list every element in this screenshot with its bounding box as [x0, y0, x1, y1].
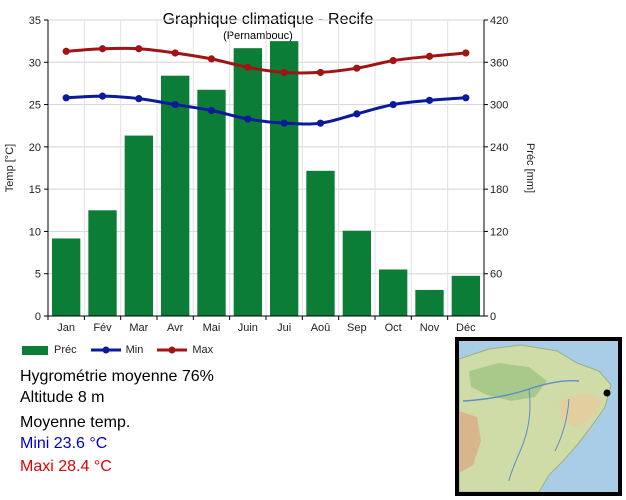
legend-label-min: Min	[125, 344, 144, 356]
y-left-label: Temp [°C]	[4, 144, 16, 192]
humidity-text: Hygrométrie moyenne 76%	[20, 368, 214, 385]
y-left-tick-label: 10	[29, 226, 41, 238]
legend-item-max: Max	[157, 344, 213, 356]
point-max	[62, 47, 70, 55]
point-min	[62, 94, 70, 102]
legend-label-prec: Préc	[54, 344, 77, 356]
avg-temp-label: Moyenne temp.	[20, 414, 131, 431]
location-map	[455, 337, 622, 496]
y-left-tick-label: 35	[29, 15, 41, 27]
y-left-tick-label: 15	[29, 184, 41, 196]
y-right-tick-label: 300	[490, 100, 508, 112]
point-max	[171, 49, 179, 57]
bar-prec	[88, 210, 117, 316]
bar-prec	[269, 41, 299, 317]
x-tick-label: Fév	[93, 322, 112, 334]
x-tick-label: Juin	[238, 322, 258, 334]
point-min	[389, 100, 397, 109]
y-left-tick-label: 5	[35, 269, 41, 281]
bar-prec	[124, 135, 154, 316]
bar-prec	[415, 289, 444, 316]
max-temp-text: Maxi 28.4 °C	[20, 458, 112, 475]
x-tick-label: Mar	[129, 322, 148, 334]
y-right-tick-label: 240	[490, 142, 508, 154]
bar-prec	[342, 230, 372, 316]
bar-prec	[451, 275, 481, 316]
x-tick-label: Sep	[347, 322, 367, 334]
legend-swatch-min	[90, 346, 121, 354]
legend-label-max: Max	[192, 344, 214, 356]
bar-prec	[306, 170, 335, 316]
point-min	[316, 119, 325, 127]
climate-chart: Graphique climatique - Recife (Pernambou…	[4, 11, 536, 334]
x-tick-label: Jui	[277, 322, 291, 334]
point-max	[353, 64, 361, 72]
point-max	[462, 49, 470, 57]
y-left-tick-label: 25	[29, 100, 41, 112]
y-left-tick-label: 30	[29, 57, 41, 69]
y-right-tick-label: 120	[490, 226, 508, 238]
legend-item-min: Min	[90, 344, 144, 356]
y-right-tick-label: 420	[490, 15, 508, 27]
point-min	[135, 95, 143, 103]
recife-location-marker	[603, 389, 611, 397]
x-tick-label: Mai	[203, 322, 221, 334]
x-tick-label: Jan	[57, 322, 75, 334]
point-min	[425, 96, 434, 104]
point-max	[280, 68, 288, 77]
point-max	[244, 63, 252, 71]
legend-swatch-prec	[22, 345, 48, 355]
y-right-tick-label: 360	[490, 57, 508, 69]
x-tick-label: Nov	[420, 322, 440, 334]
bar-prec	[378, 269, 408, 316]
point-min	[462, 94, 470, 102]
x-tick-label: Aoû	[311, 322, 331, 334]
min-temp-text: Mini 23.6 °C	[20, 435, 108, 452]
point-max	[135, 45, 143, 53]
point-min	[244, 115, 252, 123]
x-tick-label: Avr	[167, 322, 184, 334]
bar-prec	[197, 89, 226, 317]
bar-prec	[233, 48, 263, 316]
chart-legend: Préc Min Max	[22, 344, 227, 356]
point-max	[316, 68, 325, 77]
point-max	[389, 56, 397, 65]
y-right-label: Préc [mm]	[524, 143, 536, 193]
y-right-tick-label: 0	[490, 311, 496, 323]
y-right-tick-label: 60	[490, 269, 502, 281]
point-min	[207, 106, 216, 115]
point-min	[171, 100, 179, 109]
brazil-map-image	[459, 341, 618, 492]
point-max	[425, 52, 434, 60]
point-min	[280, 119, 288, 127]
y-left-tick-label: 0	[35, 311, 41, 323]
legend-item-prec: Préc	[22, 344, 77, 356]
x-tick-label: Oct	[385, 322, 402, 334]
point-min	[98, 92, 107, 100]
altitude-text: Altitude 8 m	[20, 389, 105, 406]
point-max	[98, 45, 107, 53]
point-max	[207, 55, 216, 63]
bar-prec	[51, 238, 81, 316]
legend-swatch-max	[157, 346, 188, 354]
bar-prec	[160, 75, 190, 316]
y-left-tick-label: 20	[29, 142, 41, 154]
x-tick-label: Déc	[456, 322, 476, 334]
point-min	[353, 110, 361, 118]
y-right-tick-label: 180	[490, 184, 508, 196]
chart-subtitle: (Pernambouc)	[223, 30, 293, 42]
